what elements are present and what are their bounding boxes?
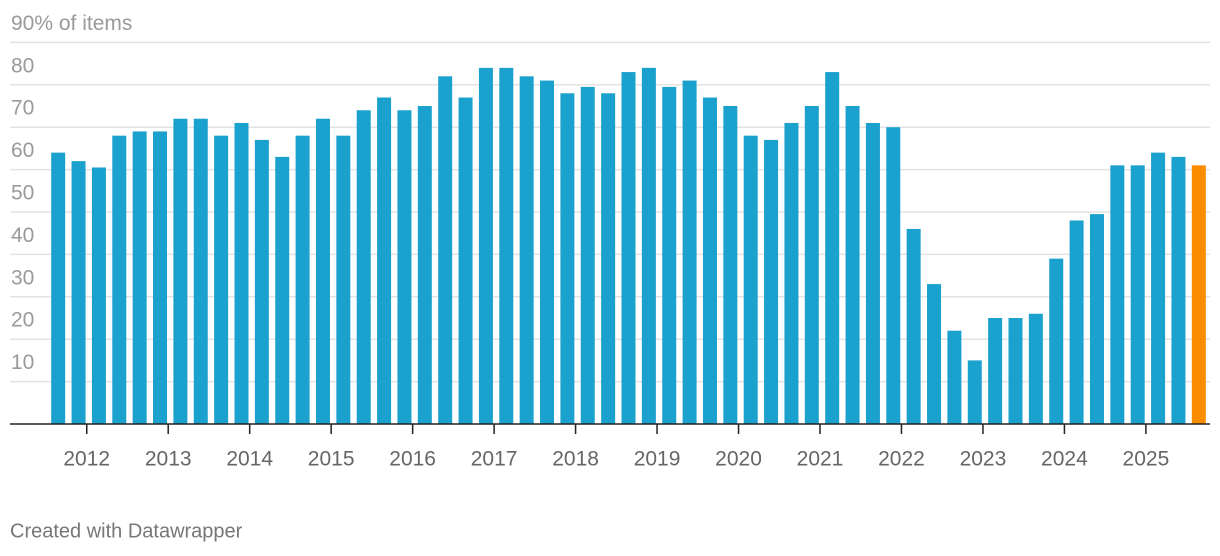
bar [865, 122, 880, 425]
bar [743, 135, 758, 424]
bar [601, 93, 616, 424]
bar [1028, 313, 1043, 424]
x-tick-label: 2014 [226, 448, 273, 471]
x-tick-label: 2021 [797, 448, 844, 471]
x-tick-label: 2025 [1123, 448, 1170, 471]
bar [1151, 152, 1166, 424]
x-tick-label: 2017 [471, 448, 518, 471]
bar [91, 167, 106, 425]
bar [906, 228, 921, 424]
bar [193, 118, 208, 424]
bar [153, 131, 168, 424]
bar [621, 72, 636, 424]
x-tick-label: 2024 [1041, 448, 1088, 471]
bar [927, 284, 942, 424]
x-tick-label: 2019 [634, 448, 681, 471]
credit: Created with Datawrapper [10, 520, 243, 542]
bar [214, 135, 229, 424]
bar [315, 118, 330, 424]
x-tick-label: 2015 [308, 448, 355, 471]
y-tick-label: 60 [11, 139, 34, 162]
bar [1069, 220, 1084, 424]
bar [804, 106, 819, 424]
x-tick-label: 2016 [389, 448, 436, 471]
bar [764, 139, 779, 425]
bar [723, 106, 738, 424]
bar [458, 97, 473, 425]
bar [540, 80, 555, 424]
bar [234, 122, 249, 425]
bar [356, 110, 371, 425]
x-tick-label: 2020 [715, 448, 762, 471]
bar [1008, 318, 1023, 424]
bar [499, 67, 514, 424]
x-tick-label: 2022 [878, 448, 925, 471]
bar [662, 86, 677, 425]
bar [641, 67, 656, 424]
x-tick-label: 2018 [552, 448, 599, 471]
y-tick-label: 80 [11, 54, 34, 77]
bar [988, 318, 1003, 424]
bar [112, 135, 127, 424]
bar [295, 135, 310, 424]
bar [947, 330, 962, 424]
y-tick-label: 10 [11, 351, 34, 374]
bar [478, 67, 493, 424]
bar [1191, 165, 1206, 425]
x-tick-label: 2012 [63, 448, 110, 471]
bar [51, 152, 66, 424]
bar [417, 106, 432, 424]
bar [845, 106, 860, 424]
y-tick-label: 90% of items [11, 12, 132, 35]
bar [886, 127, 901, 424]
bar [275, 156, 290, 424]
bar [173, 118, 188, 424]
bar [71, 161, 86, 424]
bar [825, 72, 840, 424]
bar [438, 76, 453, 424]
bar [519, 76, 534, 424]
bar [580, 86, 595, 425]
bar [1089, 214, 1104, 424]
bar [254, 139, 269, 425]
y-tick-label: 40 [11, 224, 34, 247]
bar [336, 135, 351, 424]
bar [702, 97, 717, 425]
y-tick-label: 30 [11, 266, 34, 289]
bar [397, 110, 412, 425]
bar [1130, 165, 1145, 425]
bar [560, 93, 575, 424]
bar [1110, 165, 1125, 425]
y-tick-label: 50 [11, 182, 34, 205]
bar [967, 360, 982, 424]
x-tick-label: 2023 [960, 448, 1007, 471]
bar [1171, 156, 1186, 424]
y-tick-label: 70 [11, 97, 34, 120]
bar [132, 131, 147, 424]
bar [682, 80, 697, 424]
x-tick-label: 2013 [145, 448, 192, 471]
y-tick-label: 20 [11, 309, 34, 332]
bar [784, 122, 799, 425]
bar [1049, 258, 1064, 424]
bar [377, 97, 392, 425]
